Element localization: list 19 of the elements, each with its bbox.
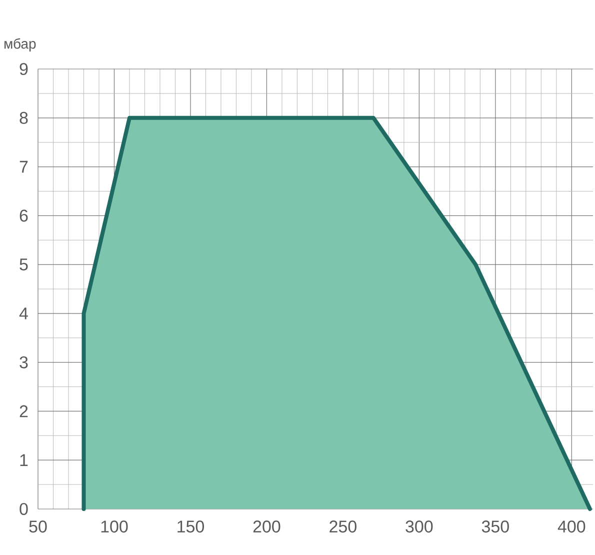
x-tick-label: 400 xyxy=(558,520,586,533)
y-tick-label: 4 xyxy=(19,308,28,320)
y-tick-label: 5 xyxy=(20,258,28,270)
y-tick-label: 9 xyxy=(20,62,28,76)
x-tick-label: 250 xyxy=(330,520,356,533)
x-tick-label: 150 xyxy=(178,520,204,533)
y-tick-label: 1 xyxy=(20,454,28,466)
x-tick-label: 50 xyxy=(29,520,47,533)
y-tick-label: 6 xyxy=(20,210,28,222)
y-tick-label: 7 xyxy=(20,160,28,173)
y-tick-label: 8 xyxy=(20,112,28,124)
y-tick-label: 2 xyxy=(20,405,28,418)
y-tick-label: 0 xyxy=(20,502,28,516)
x-tick-label: 100 xyxy=(101,520,128,533)
y-axis-title: мбар xyxy=(4,38,36,52)
x-tick-label: 200 xyxy=(253,520,280,533)
x-tick-label: 300 xyxy=(406,520,433,533)
x-tick-label: 350 xyxy=(482,520,509,533)
y-tick-label: 3 xyxy=(20,356,28,368)
